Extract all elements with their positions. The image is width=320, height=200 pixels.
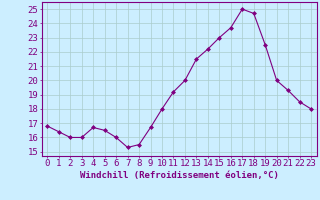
X-axis label: Windchill (Refroidissement éolien,°C): Windchill (Refroidissement éolien,°C) <box>80 171 279 180</box>
